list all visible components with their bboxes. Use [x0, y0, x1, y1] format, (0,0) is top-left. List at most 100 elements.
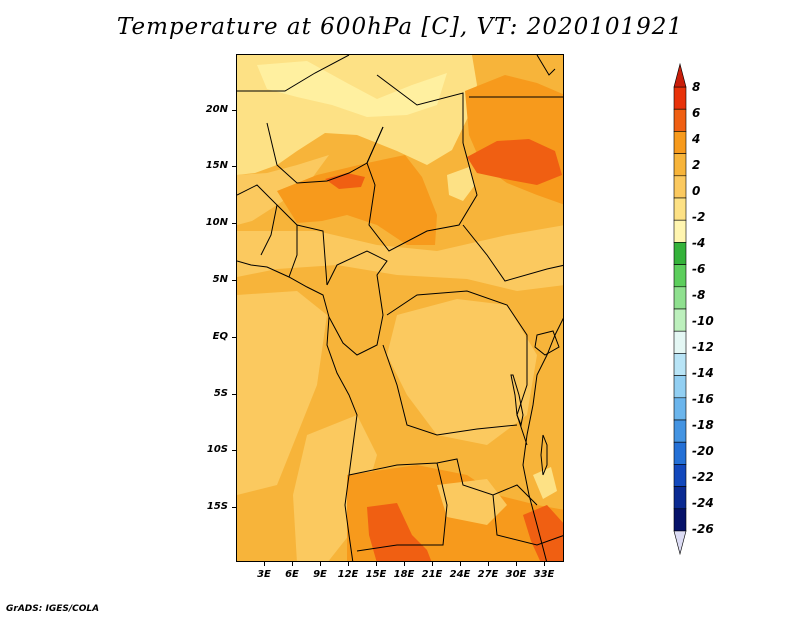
colorbar-swatch — [673, 242, 687, 265]
colorbar-boxes — [673, 86, 687, 532]
lat-tick — [232, 223, 236, 224]
colorbar-label: -26 — [692, 522, 714, 536]
colorbar-bottom-arrow — [673, 530, 687, 556]
nile-east-border — [469, 55, 563, 98]
lon-tick — [320, 562, 321, 566]
lat-tick — [232, 450, 236, 451]
field-zone-central-mild — [237, 225, 563, 291]
east-coastline — [522, 317, 563, 561]
colorbar-swatch — [673, 441, 687, 465]
field-zone-sahel-warm — [277, 155, 437, 245]
colorbar-swatch — [673, 86, 687, 110]
lon-label-30e: 30E — [505, 569, 527, 580]
lake-malawi — [540, 434, 548, 476]
border-central — [366, 126, 563, 282]
colorbar-label: -16 — [692, 392, 714, 406]
colorbar-swatch — [673, 197, 687, 221]
colorbar-label: 4 — [692, 132, 701, 146]
lat-tick — [232, 394, 236, 395]
lat-tick — [232, 280, 236, 281]
field-zone-southwest-mild — [437, 479, 507, 525]
lon-tick — [460, 562, 461, 566]
colorbar-swatch — [673, 286, 687, 310]
lon-label-6e: 6E — [285, 569, 299, 580]
lon-label-9e: 9E — [313, 569, 327, 580]
field-zone-east-hot — [467, 139, 562, 185]
credit-text: GrADS: IGES/COLA — [6, 604, 100, 614]
field-zone-east-cool-patch — [447, 167, 475, 201]
lon-label-15e: 15E — [365, 569, 387, 580]
colorbar-label: -12 — [692, 340, 714, 354]
field-zone-southeast-hot — [523, 505, 563, 561]
colorbar-swatch — [673, 264, 687, 288]
colorbar-swatch — [673, 131, 687, 154]
lat-label-15s: 15S — [206, 501, 228, 512]
colorbar-label: -4 — [692, 236, 706, 250]
colorbar-label: -20 — [692, 444, 714, 458]
lon-tick — [488, 562, 489, 566]
colorbar-swatch — [673, 330, 687, 354]
lon-tick — [264, 562, 265, 566]
lat-tick — [232, 337, 236, 338]
colorbar-swatch — [673, 108, 687, 132]
colorbar-swatch — [673, 353, 687, 376]
colorbar-swatch — [673, 153, 687, 177]
lon-label-3e: 3E — [257, 569, 271, 580]
field-zone-southeast-cool — [533, 467, 557, 499]
lon-tick — [376, 562, 377, 566]
field-zone-congo-mild — [387, 299, 537, 445]
field-zone-south-hot — [367, 503, 432, 561]
colorbar-label: -10 — [692, 314, 714, 328]
field-zone-sahel-hot — [325, 173, 365, 189]
lon-label-27e: 27E — [477, 569, 499, 580]
lon-tick — [432, 562, 433, 566]
lat-label-10n: 10N — [205, 217, 228, 228]
border-west-africa — [237, 184, 328, 286]
colorbar-label: 8 — [692, 80, 701, 94]
colorbar-swatch — [673, 397, 687, 421]
border-congo-basin — [382, 290, 528, 446]
colorbar-swatch — [673, 308, 687, 332]
colorbar-label: -6 — [692, 262, 706, 276]
lon-label-21e: 21E — [421, 569, 443, 580]
field-zone-atlantic-mild — [237, 291, 327, 495]
lat-label-5s: 5S — [213, 388, 228, 399]
colorbar-label: -24 — [692, 496, 714, 510]
border-south — [348, 458, 563, 552]
colorbar-label: -18 — [692, 418, 714, 432]
lon-label-12e: 12E — [337, 569, 359, 580]
colorbar-label: -8 — [692, 288, 706, 302]
lake-victoria — [534, 330, 560, 356]
map-outlines — [237, 55, 563, 561]
map-title: Temperature at 600hPa [C], VT: 202010192… — [116, 14, 684, 40]
colorbar-label: 0 — [692, 184, 701, 198]
lon-label-33e: 33E — [533, 569, 555, 580]
lon-label-18e: 18E — [393, 569, 415, 580]
colorbar-label: -22 — [692, 470, 714, 484]
border-cameroon-car — [326, 250, 388, 356]
lon-tick — [404, 562, 405, 566]
colorbar-label: 2 — [692, 158, 701, 172]
colorbar-swatch — [673, 175, 687, 199]
colorbar-label: -2 — [692, 210, 706, 224]
colorbar-swatch — [673, 219, 687, 243]
colorbar-top-arrow — [673, 62, 687, 88]
lat-label-eq: EQ — [212, 331, 228, 342]
lon-tick — [516, 562, 517, 566]
colorbar-swatch — [673, 375, 687, 399]
lat-label-5n: 5N — [212, 274, 228, 285]
colorbar-swatch — [673, 419, 687, 443]
map-panel — [236, 54, 564, 562]
lat-tick — [232, 166, 236, 167]
lon-tick — [292, 562, 293, 566]
temperature-map — [237, 55, 563, 561]
west-coastline — [237, 260, 358, 561]
colorbar-swatch — [673, 464, 687, 487]
lake-tanganyika — [510, 374, 524, 427]
lat-label-10s: 10S — [206, 444, 228, 455]
colorbar-label: 6 — [692, 106, 701, 120]
lon-tick — [348, 562, 349, 566]
lat-tick — [232, 110, 236, 111]
colorbar-swatch — [673, 486, 687, 510]
